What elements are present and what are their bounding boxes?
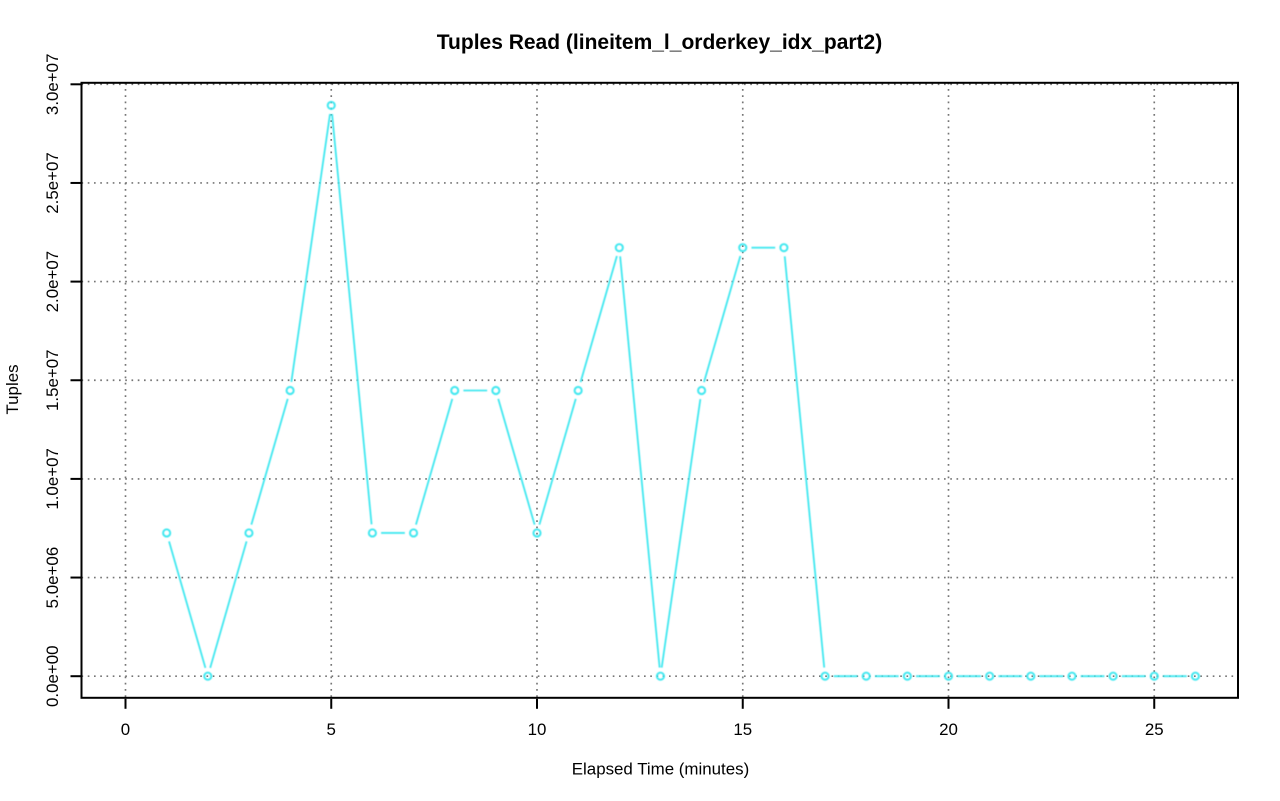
svg-text:Elapsed Time (minutes): Elapsed Time (minutes) bbox=[572, 760, 749, 779]
svg-text:3.0e+07: 3.0e+07 bbox=[43, 54, 62, 116]
svg-text:Tuples: Tuples bbox=[3, 364, 22, 414]
svg-text:2.5e+07: 2.5e+07 bbox=[43, 152, 62, 214]
svg-text:1.5e+07: 1.5e+07 bbox=[43, 349, 62, 411]
svg-text:1.0e+07: 1.0e+07 bbox=[43, 448, 62, 510]
svg-text:10: 10 bbox=[528, 720, 547, 739]
svg-text:20: 20 bbox=[939, 720, 958, 739]
svg-text:5: 5 bbox=[327, 720, 336, 739]
svg-text:Tuples Read (lineitem_l_orderk: Tuples Read (lineitem_l_orderkey_idx_par… bbox=[437, 31, 882, 54]
svg-text:25: 25 bbox=[1145, 720, 1164, 739]
svg-text:0: 0 bbox=[121, 720, 130, 739]
svg-text:5.0e+06: 5.0e+06 bbox=[43, 547, 62, 609]
svg-text:0.0e+00: 0.0e+00 bbox=[43, 645, 62, 707]
svg-text:2.0e+07: 2.0e+07 bbox=[43, 251, 62, 313]
svg-text:15: 15 bbox=[733, 720, 752, 739]
